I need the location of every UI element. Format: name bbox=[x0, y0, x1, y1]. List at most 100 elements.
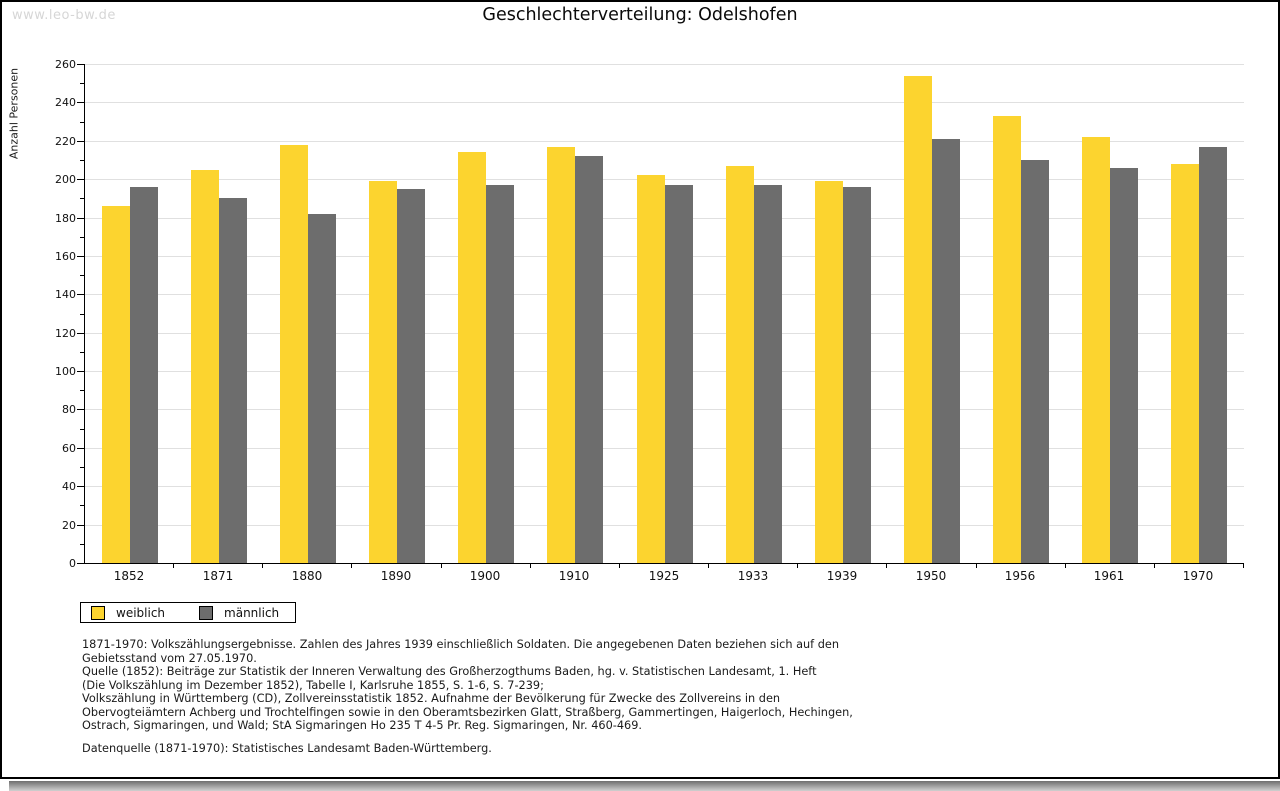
y-tick-170 bbox=[80, 236, 84, 238]
x-tick-label-1925: 1925 bbox=[648, 569, 680, 583]
bar-männlich-1939 bbox=[843, 187, 871, 563]
y-tick-160 bbox=[77, 255, 84, 257]
gridline-240 bbox=[85, 102, 1244, 104]
x-tick-label-1950: 1950 bbox=[915, 569, 947, 583]
bar-weiblich-1961 bbox=[1082, 137, 1110, 563]
y-tick-0 bbox=[77, 563, 84, 564]
footnote-line-1: 1871-1970: Volkszählungsergebnisse. Zahl… bbox=[82, 638, 840, 651]
y-tick-90 bbox=[80, 390, 84, 392]
bar-weiblich-1900 bbox=[458, 152, 486, 563]
bar-weiblich-1880 bbox=[280, 145, 308, 563]
y-tick-label-140: 140 bbox=[55, 288, 76, 302]
x-tick-label-1890: 1890 bbox=[380, 569, 412, 583]
plot-area bbox=[84, 64, 1244, 564]
x-tick-7 bbox=[708, 564, 709, 568]
chart-title: Geschlechterverteilung: Odelshofen bbox=[482, 5, 798, 25]
y-tick-230 bbox=[80, 121, 84, 123]
bar-weiblich-1890 bbox=[369, 181, 397, 563]
gridline-220 bbox=[85, 140, 1244, 142]
y-tick-120 bbox=[77, 332, 84, 334]
footnote-line-3: Quelle (1852): Beiträge zur Statistik de… bbox=[82, 665, 817, 678]
x-tick-6 bbox=[619, 564, 620, 568]
maennlich-swatch bbox=[199, 605, 214, 620]
bar-weiblich-1939 bbox=[815, 181, 843, 563]
bar-weiblich-1950 bbox=[904, 76, 932, 563]
bar-weiblich-1852 bbox=[102, 206, 130, 563]
y-tick-label-100: 100 bbox=[55, 365, 76, 379]
y-tick-label-180: 180 bbox=[55, 211, 76, 225]
frame-shadow bbox=[9, 781, 1280, 791]
footnotes: 1871-1970: Volkszählungsergebnisse. Zahl… bbox=[82, 638, 853, 733]
datasource-line: Datenquelle (1871-1970): Statistisches L… bbox=[82, 742, 492, 755]
x-tick-2 bbox=[262, 564, 263, 568]
x-tick-label-1961: 1961 bbox=[1093, 569, 1125, 583]
bar-weiblich-1933 bbox=[726, 166, 754, 563]
x-tick-5 bbox=[530, 564, 531, 568]
y-tick-label-40: 40 bbox=[62, 480, 76, 494]
y-tick-label-260: 260 bbox=[55, 58, 76, 71]
bar-männlich-1910 bbox=[575, 156, 603, 563]
y-tick-20 bbox=[77, 524, 84, 526]
y-tick-label-60: 60 bbox=[62, 441, 76, 455]
y-tick-label-80: 80 bbox=[62, 403, 76, 417]
x-tick-3 bbox=[351, 564, 352, 568]
weiblich-swatch bbox=[91, 605, 105, 620]
x-tick-label-1970: 1970 bbox=[1182, 569, 1214, 583]
footnote-line-7: Ostrach, Sigmaringen, und Wald; StA Sigm… bbox=[82, 719, 643, 732]
y-tick-30 bbox=[80, 505, 84, 507]
legend-label-maennlich: männlich bbox=[224, 605, 280, 620]
legend-item-weiblich: weiblich bbox=[91, 605, 166, 620]
y-tick-60 bbox=[77, 447, 84, 449]
y-tick-10 bbox=[80, 543, 84, 545]
y-tick-140 bbox=[77, 294, 84, 296]
y-tick-190 bbox=[80, 198, 84, 200]
bar-männlich-1961 bbox=[1110, 168, 1138, 563]
x-tick-10 bbox=[976, 564, 977, 568]
bar-männlich-1950 bbox=[932, 139, 960, 563]
y-tick-210 bbox=[80, 159, 84, 161]
x-tick-label-1933: 1933 bbox=[737, 569, 769, 583]
watermark-text: www.leo-bw.de bbox=[12, 8, 116, 23]
y-tick-50 bbox=[80, 467, 84, 469]
y-tick-150 bbox=[80, 275, 84, 277]
bar-weiblich-1925 bbox=[637, 175, 665, 563]
y-tick-label-120: 120 bbox=[55, 326, 76, 340]
x-tick-label-1871: 1871 bbox=[202, 569, 234, 583]
x-tick-label-1880: 1880 bbox=[291, 569, 323, 583]
legend-item-maennlich: männlich bbox=[199, 605, 280, 620]
bar-männlich-1956 bbox=[1021, 160, 1049, 563]
y-tick-180 bbox=[77, 217, 84, 219]
footnote-line-6: Obervogteiämtern Achberg und Trochtelfin… bbox=[82, 705, 853, 719]
x-tick-9 bbox=[886, 564, 887, 568]
x-tick-1 bbox=[173, 564, 174, 568]
x-tick-12 bbox=[1154, 564, 1155, 568]
y-tick-250 bbox=[80, 83, 84, 85]
x-tick-8 bbox=[797, 564, 798, 568]
y-tick-70 bbox=[80, 428, 84, 430]
x-tick-label-1939: 1939 bbox=[826, 569, 858, 583]
y-tick-220 bbox=[77, 140, 84, 142]
y-tick-label-160: 160 bbox=[55, 249, 76, 263]
y-tick-40 bbox=[77, 486, 84, 488]
y-tick-260 bbox=[77, 64, 84, 65]
bar-männlich-1925 bbox=[665, 185, 693, 563]
footnote-line-2: Gebietsstand vom 27.05.1970. bbox=[82, 651, 257, 665]
bar-weiblich-1871 bbox=[191, 170, 219, 563]
gridline-260 bbox=[85, 64, 1244, 65]
y-tick-label-220: 220 bbox=[55, 134, 76, 148]
y-tick-130 bbox=[80, 313, 84, 315]
y-tick-label-240: 240 bbox=[55, 96, 76, 110]
y-axis-label: Anzahl Personen bbox=[7, 67, 21, 160]
legend-label-weiblich: weiblich bbox=[116, 605, 166, 620]
y-tick-100 bbox=[77, 371, 84, 373]
bar-männlich-1933 bbox=[754, 185, 782, 563]
bar-männlich-1970 bbox=[1199, 147, 1227, 563]
bar-männlich-1871 bbox=[219, 198, 247, 563]
x-tick-label-1910: 1910 bbox=[558, 569, 590, 583]
footnote-line-4: (Die Volkszählung im Dezember 1852), Tab… bbox=[82, 678, 544, 692]
y-tick-200 bbox=[77, 179, 84, 181]
footnote-line-5: Volkszählung in Württemberg (CD), Zollve… bbox=[82, 692, 781, 705]
x-tick-label-1900: 1900 bbox=[469, 569, 501, 583]
